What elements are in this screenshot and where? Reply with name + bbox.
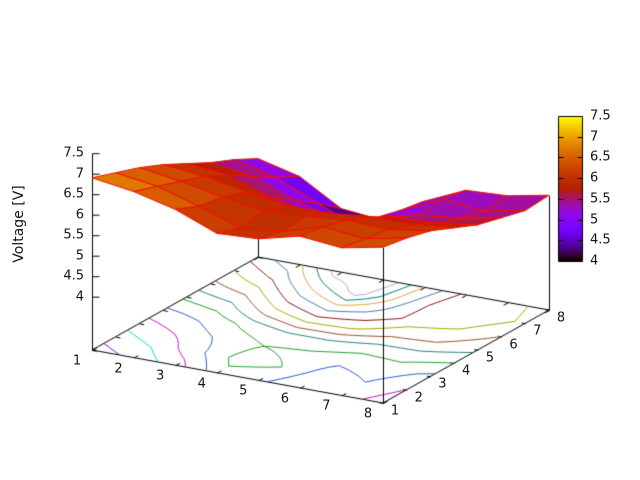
z-tick-label: 7 bbox=[75, 166, 84, 182]
colorbar-tick-label: 5 bbox=[590, 212, 599, 228]
x-tick-label: 7 bbox=[322, 398, 331, 414]
colorbar-tick-label: 4.5 bbox=[590, 232, 611, 248]
colorbar-tick-label: 7.5 bbox=[590, 108, 611, 124]
z-tick-label: 6.5 bbox=[63, 186, 84, 202]
colorbar-tick-label: 6.5 bbox=[590, 149, 611, 165]
y-tick-label: 7 bbox=[533, 323, 542, 339]
z-tick-label: 5.5 bbox=[63, 227, 84, 243]
x-tick-label: 8 bbox=[363, 406, 373, 422]
x-tick-label: 1 bbox=[72, 353, 82, 369]
z-axis-title: Voltage [V] bbox=[11, 185, 27, 263]
x-tick-label: 6 bbox=[280, 391, 289, 407]
x-tick-label: 3 bbox=[156, 368, 165, 384]
y-tick-label: 6 bbox=[509, 337, 518, 353]
y-tick-label: 8 bbox=[556, 310, 566, 326]
y-tick-label: 4 bbox=[461, 363, 471, 379]
colorbar-tick-label: 5.5 bbox=[590, 191, 611, 207]
y-tick-label: 1 bbox=[390, 403, 400, 419]
x-tick-label: 5 bbox=[239, 383, 248, 399]
z-tick-label: 6 bbox=[75, 207, 84, 223]
y-tick-label: 5 bbox=[485, 350, 494, 366]
colorbar-tick-label: 4 bbox=[590, 253, 599, 269]
z-tick-label: 5 bbox=[75, 248, 84, 264]
z-tick-label: 4 bbox=[75, 289, 84, 305]
z-tick-label: 7.5 bbox=[63, 145, 84, 161]
colorbar-tick-label: 7 bbox=[590, 129, 599, 145]
x-tick-label: 4 bbox=[197, 376, 206, 392]
colorbar-tick-label: 6 bbox=[590, 170, 599, 186]
y-tick-label: 2 bbox=[414, 390, 423, 406]
y-tick-label: 3 bbox=[438, 376, 447, 392]
x-tick-label: 2 bbox=[114, 361, 123, 377]
z-tick-label: 4.5 bbox=[63, 268, 84, 284]
